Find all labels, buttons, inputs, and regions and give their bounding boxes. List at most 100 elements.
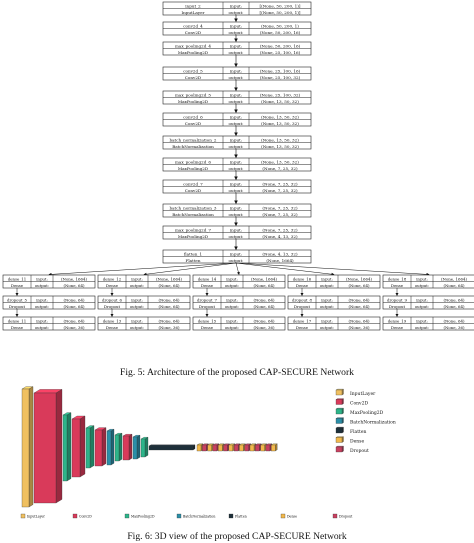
block-dense-2 <box>207 443 215 452</box>
branch-4-dropout-output-label: output: <box>320 304 334 309</box>
block-batchnormalization-6-side <box>110 428 115 466</box>
legend-swatch-dropout-side <box>341 445 344 453</box>
legend-swatch-conv2d-side <box>341 398 344 405</box>
branch-1-dense-type: Dense <box>11 283 24 288</box>
figure-5-caption: Fig. 5: Architecture of the proposed CAP… <box>120 367 354 378</box>
layer-conv2d-4-input-shape: (None, 50, 200, 1) <box>261 23 299 28</box>
branch-2-output-dense-type: Dense <box>106 325 119 330</box>
legend-swatch-inputlayer <box>335 388 345 396</box>
block-dropout-13 <box>265 443 273 452</box>
layer-input-2-output-label: output: <box>228 10 243 15</box>
block-dense-14-front <box>271 444 276 452</box>
branch-1-output-dense-type: Dense <box>11 325 24 330</box>
layer-conv2d-5-name: conv2d_5 <box>183 68 203 73</box>
branch-2-dropout-output-shape: (None, 64) <box>158 304 179 309</box>
block-maxpooling2d-7-side <box>118 432 123 462</box>
branch-3-output-dense-type: Dense <box>201 325 214 330</box>
branch-arrow <box>143 262 237 276</box>
layer-conv2d-6-output-shape: (None, 13, 50, 32) <box>261 121 299 126</box>
3d-network-view: InputLayer Conv2D MaxPooling2D BatchNormali… <box>20 386 396 519</box>
layer-flatten-1-output-label: output: <box>228 258 243 263</box>
block-inputlayer-0-side <box>28 386 34 508</box>
legend-swatch-flatten-side <box>341 426 344 434</box>
branch-1-output-dense-input-shape: (None, 64) <box>63 318 84 323</box>
branch-5-dense-input-shape: (None, 1664) <box>441 276 467 281</box>
block-dense-8-front <box>239 444 244 452</box>
branch-2-output-dense-name: dense_13 <box>103 318 122 323</box>
legend-swatch-conv2d-front <box>335 399 343 405</box>
legend-swatch-inputlayer-front <box>335 389 343 396</box>
legend-swatch-conv2d <box>335 398 345 405</box>
layer-conv2d-6-input-shape: (None, 13, 50, 32) <box>261 114 299 119</box>
branch-3-dense-output-label: output: <box>225 283 239 288</box>
branch-3-output-dense-name: dense_15 <box>198 318 217 323</box>
block-dropout-5 <box>222 443 231 452</box>
block-dense-12 <box>260 443 268 452</box>
block-dense-6-front <box>228 444 233 452</box>
block-dropout-9 <box>244 443 252 452</box>
block-maxpooling2d-7 <box>114 432 123 462</box>
branch-3-output-dense-input-label: input: <box>226 318 238 323</box>
block-dropout-1 <box>201 443 209 452</box>
layer-batch-normalization-2-output-shape: (None, 13, 50, 32) <box>261 144 299 149</box>
branch-arrow <box>235 262 240 275</box>
block-maxpooling2d-4-side <box>89 425 95 469</box>
legend-swatch-dropout-front <box>335 446 343 453</box>
block-maxpooling2d-10-front <box>140 438 146 458</box>
bottom-legend-swatch-maxpooling2d <box>124 513 130 519</box>
layer-max-pooling2d-5-input-label: input: <box>230 92 242 97</box>
legend-label-conv2d: Conv2D <box>350 401 368 407</box>
layer-batch-normalization-2-output-label: output: <box>228 144 243 149</box>
branch-5-output-dense-input-label: input: <box>416 318 428 323</box>
branch-4-dense-input-label: input: <box>321 276 333 281</box>
layer-input-2-type: InputLayer <box>181 10 204 15</box>
layer-conv2d-4-output-shape: (None, 50, 200, 16) <box>260 30 301 35</box>
block-dropout-7 <box>233 443 241 452</box>
bottom-legend-label-dropout: Dropout <box>339 515 353 519</box>
branch-2-output-dense-output-label: output: <box>130 325 144 330</box>
layer-max-pooling2d-7-output-shape: (None, 4, 13, 32) <box>262 234 298 239</box>
branch-5-dropout-input-shape: (None, 64) <box>443 297 464 302</box>
branch-2-dropout-name: dropout_6 <box>102 297 123 302</box>
block-batchnormalization-9 <box>132 434 141 460</box>
legend-swatch-flatten-front <box>335 427 343 434</box>
bottom-legend-label-maxpooling2d: MaxPooling2D <box>131 515 155 519</box>
block-dense-4-front <box>218 444 223 452</box>
layer-max-pooling2d-4-output-label: output: <box>228 50 243 55</box>
branch-2-dense-output-shape: (None, 64) <box>158 283 179 288</box>
block-maxpooling2d-2-side <box>66 412 72 482</box>
block-dropout-11-front <box>255 444 260 452</box>
branch-3-dropout-input-label: input: <box>226 297 238 302</box>
bottom-legend-label-conv2d: Conv2D <box>79 515 92 519</box>
block-dropout-3-front <box>212 444 218 452</box>
block-dense-6 <box>228 443 236 452</box>
legend-swatch-batchnormalization-front <box>335 418 343 424</box>
branch-5-output-dense-input-shape: (None, 64) <box>443 318 464 323</box>
legend-swatch-inputlayer-side <box>341 388 344 396</box>
branch-2-dense-type: Dense <box>106 283 119 288</box>
branch-3-dense-input-label: input: <box>226 276 238 281</box>
layer-max-pooling2d-7-type: MaxPooling2D <box>178 234 209 239</box>
legend-swatch-flatten <box>335 426 345 434</box>
layer-max-pooling2d-4-input-shape: (None, 50, 200, 16) <box>260 43 301 48</box>
layer-flatten-1-type: Flatten <box>186 258 201 263</box>
block-conv2d-1-side <box>55 389 63 504</box>
bottom-legend-label-batchnormalization: BatchNormalization <box>183 515 215 519</box>
block-dropout-9-front <box>244 444 249 452</box>
branch-3-dense-input-shape: (None, 1664) <box>251 276 277 281</box>
layer-conv2d-6-input-label: input: <box>230 114 242 119</box>
layer-conv2d-7-input-shape: (None, 7, 25, 32) <box>262 181 298 186</box>
block-maxpooling2d-10 <box>140 436 149 458</box>
branch-4-dropout-input-shape: (None, 64) <box>348 297 369 302</box>
branch-4-output-dense-input-label: input: <box>321 318 333 323</box>
block-dense-10-front <box>249 444 255 452</box>
layer-conv2d-7-output-shape: (None, 7, 25, 32) <box>262 188 298 193</box>
branch-4-dropout-output-shape: (None, 64) <box>348 304 369 309</box>
bottom-legend-label-flatten: Flatten <box>235 515 247 519</box>
bottom-legend-swatch-conv2d <box>72 513 78 519</box>
layer-batch-normalization-3-output-label: output: <box>228 212 243 217</box>
block-maxpooling2d-2-front <box>62 414 68 482</box>
branch-5-dropout-input-label: input: <box>416 297 428 302</box>
branch-5-dropout-type: Dropout <box>389 304 406 309</box>
layer-max-pooling2d-7-input-label: input: <box>230 227 242 232</box>
